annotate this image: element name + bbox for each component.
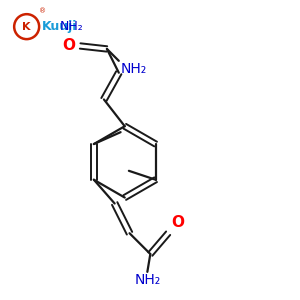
Text: O: O: [63, 38, 76, 53]
Text: ®: ®: [39, 8, 46, 14]
Text: K: K: [22, 22, 31, 32]
Text: O: O: [171, 215, 184, 230]
Text: NH₂: NH₂: [59, 20, 83, 33]
Text: Kuuji: Kuuji: [42, 20, 77, 33]
Text: NH₂: NH₂: [134, 273, 160, 287]
Text: NH₂: NH₂: [120, 62, 146, 76]
